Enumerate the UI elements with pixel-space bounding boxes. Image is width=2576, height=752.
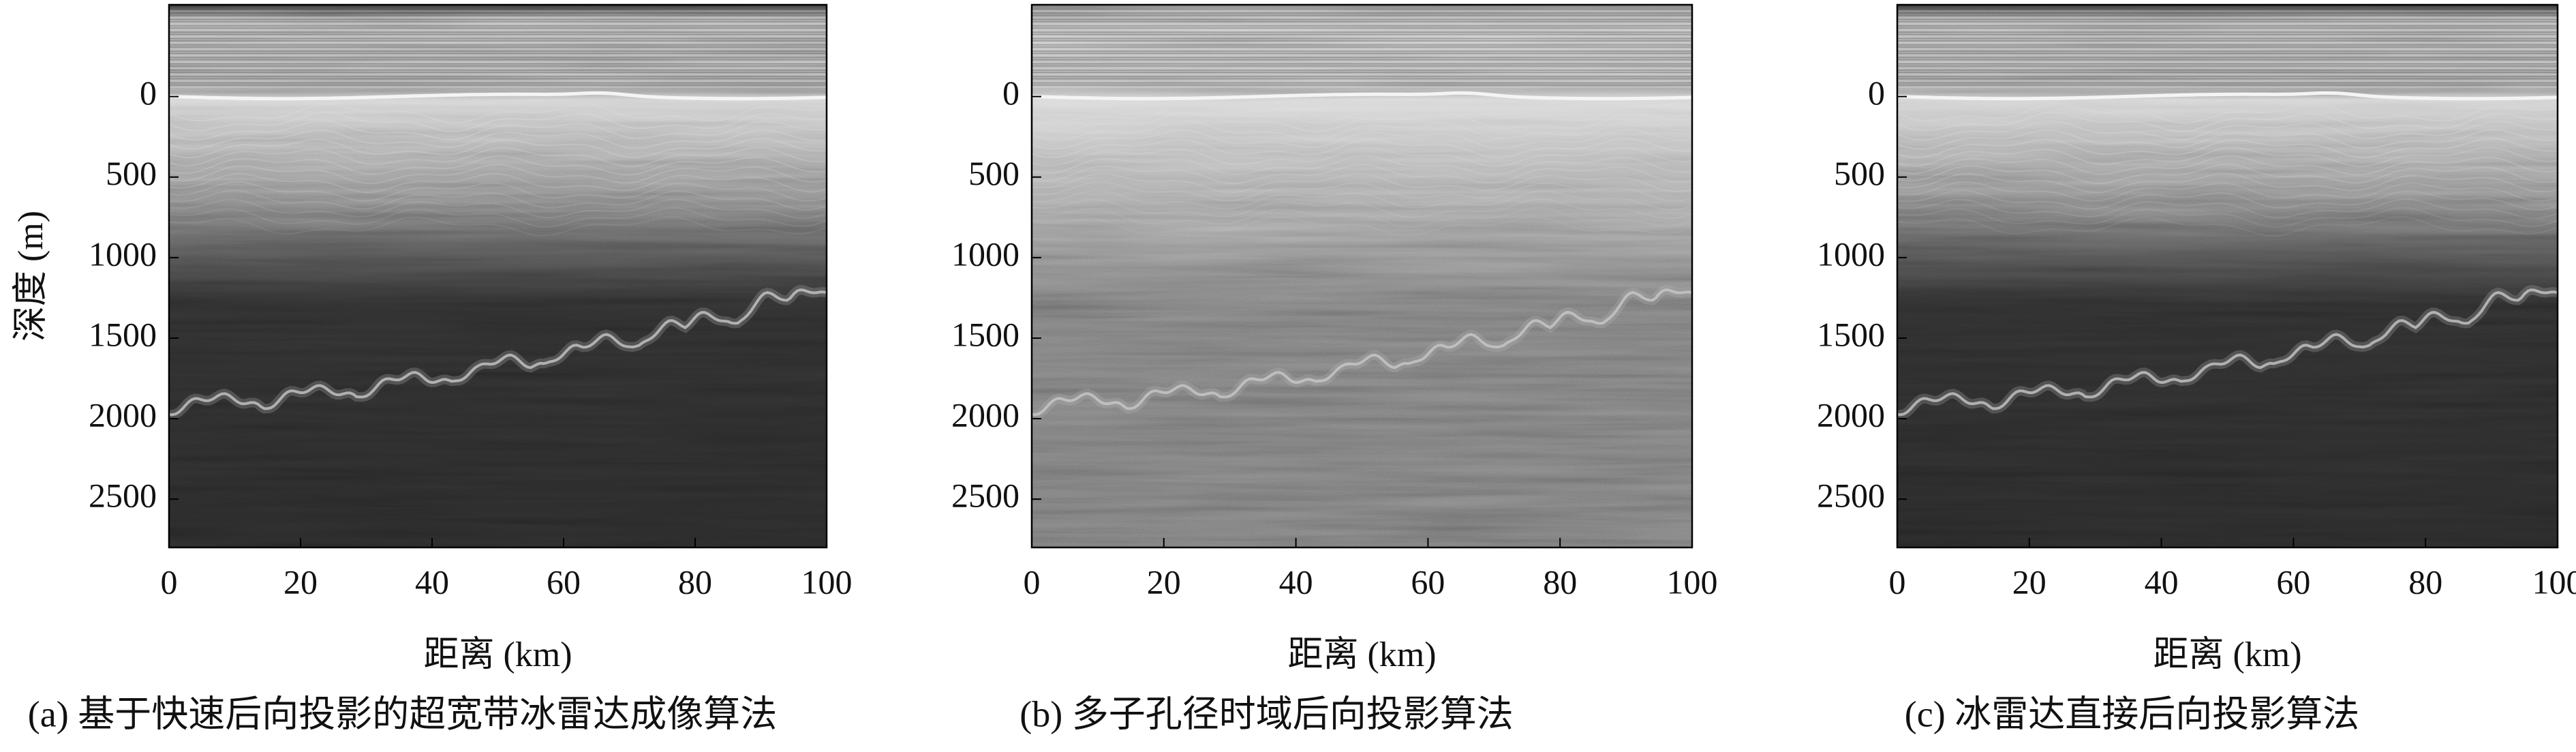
x-axis-label: 距离 (km) <box>2153 635 2301 674</box>
y-tick-label: 2500 <box>1817 477 1885 515</box>
y-tick-label: 2000 <box>951 396 1019 434</box>
caption: (a) 基于快速后向投影的超宽带冰雷达成像算法 <box>28 693 777 734</box>
x-tick-label: 100 <box>2532 562 2576 601</box>
x-tick-label: 40 <box>1279 562 1313 601</box>
caption: (b) 多子孔径时域后向投影算法 <box>1019 693 1513 734</box>
x-axis-label: 距离 (km) <box>423 635 572 674</box>
y-tick-label: 1500 <box>1817 315 1885 353</box>
x-tick-label: 40 <box>2145 562 2179 601</box>
y-tick-label: 1000 <box>1817 235 1885 273</box>
y-tick-label: 0 <box>140 74 157 112</box>
x-tick-label: 100 <box>801 562 853 601</box>
y-tick-label: 2500 <box>89 477 157 515</box>
y-tick-label: 2500 <box>951 477 1019 515</box>
x-tick-label: 80 <box>678 562 712 601</box>
y-tick-label: 0 <box>1868 74 1885 112</box>
radar-image <box>1897 5 2558 547</box>
image-speckle <box>169 5 827 547</box>
radar-image <box>169 5 827 547</box>
y-tick-label: 0 <box>1002 74 1019 112</box>
x-axis-label: 距离 (km) <box>1287 635 1436 674</box>
x-tick-label: 80 <box>2408 562 2442 601</box>
y-tick-label: 500 <box>1834 154 1885 192</box>
y-tick-label: 1500 <box>951 315 1019 353</box>
x-tick-label: 60 <box>1411 562 1445 601</box>
caption: (c) 冰雷达直接后向投影算法 <box>1905 693 2359 734</box>
x-tick-label: 80 <box>1543 562 1577 601</box>
x-tick-label: 60 <box>547 562 581 601</box>
x-tick-label: 20 <box>1147 562 1181 601</box>
y-tick-label: 1000 <box>89 235 157 273</box>
y-tick-label: 1500 <box>89 315 157 353</box>
y-tick-label: 500 <box>106 154 157 192</box>
x-tick-label: 60 <box>2276 562 2310 601</box>
x-tick-label: 40 <box>415 562 449 601</box>
x-tick-label: 0 <box>1024 562 1041 601</box>
x-tick-label: 20 <box>283 562 318 601</box>
image-speckle <box>1032 5 1692 547</box>
y-tick-label: 2000 <box>1817 396 1885 434</box>
y-axis-label: 深度 (m) <box>12 211 50 342</box>
x-tick-label: 100 <box>1667 562 1718 601</box>
x-tick-label: 0 <box>161 562 178 601</box>
y-tick-label: 500 <box>968 154 1019 192</box>
image-speckle <box>1897 5 2558 547</box>
y-tick-label: 1000 <box>951 235 1019 273</box>
radar-image <box>1032 5 1692 547</box>
x-tick-label: 0 <box>1889 562 1906 601</box>
y-tick-label: 2000 <box>89 396 157 434</box>
x-tick-label: 20 <box>2012 562 2046 601</box>
